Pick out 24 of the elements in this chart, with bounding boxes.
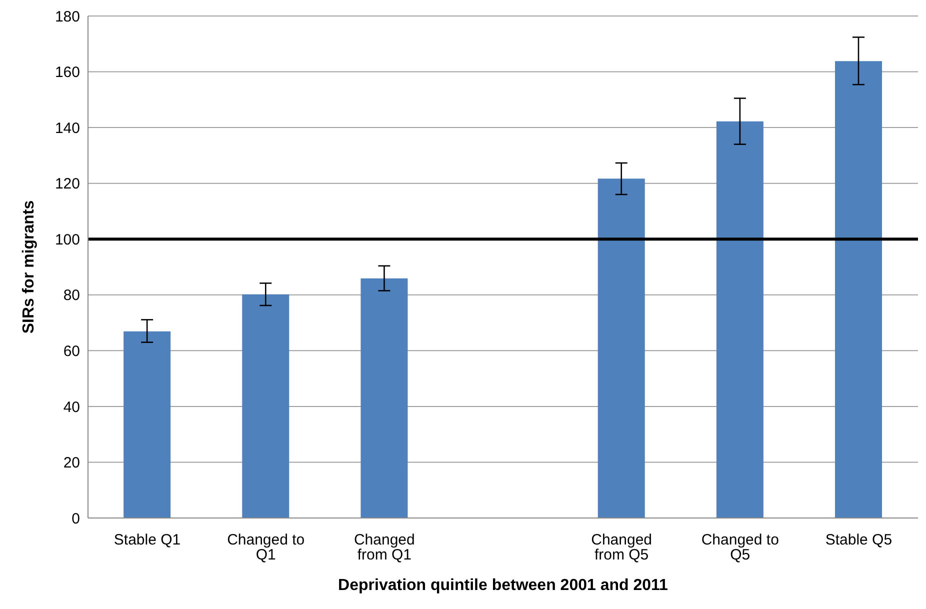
y-tick-label: 80 <box>63 287 80 304</box>
x-tick-label: Stable Q1 <box>114 532 181 549</box>
y-tick-label: 100 <box>54 231 80 248</box>
bar <box>716 121 764 518</box>
bar <box>598 178 645 518</box>
y-tick-label: 40 <box>63 398 80 416</box>
x-tick-label: Changed to Q5 <box>701 532 779 564</box>
x-tick-label: Changed from Q5 <box>591 532 652 564</box>
y-tick-label: 120 <box>54 176 80 193</box>
bar <box>835 61 882 518</box>
y-tick-label: 60 <box>63 342 80 360</box>
y-axis-title: SIRs for migrants <box>20 200 38 334</box>
x-axis-title: Deprivation quintile between 2001 and 2011 <box>338 577 668 594</box>
y-tick-label: 180 <box>54 8 80 26</box>
y-tick-label: 20 <box>63 454 80 472</box>
bar <box>124 331 171 518</box>
x-tick-label: Changed from Q1 <box>354 532 415 564</box>
y-tick-label: 160 <box>54 64 80 82</box>
x-tick-label: Changed to Q1 <box>227 532 305 564</box>
bar <box>360 278 408 518</box>
bar <box>242 294 290 518</box>
x-tick-label: Stable Q5 <box>825 532 892 549</box>
y-tick-label: 0 <box>72 510 80 528</box>
y-tick-label: 140 <box>54 120 80 137</box>
